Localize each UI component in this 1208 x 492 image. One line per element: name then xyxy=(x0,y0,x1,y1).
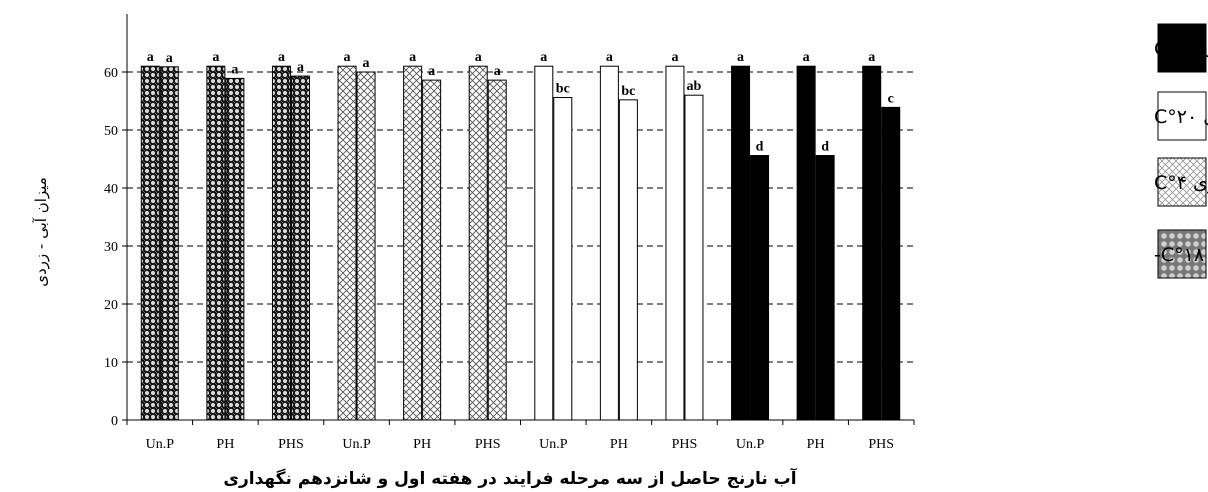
bar-7-1 xyxy=(618,99,638,421)
x-tick-label-0: Un.P xyxy=(146,437,175,452)
bar-4-0 xyxy=(403,65,423,421)
bar-11-0 xyxy=(862,65,882,421)
y-tick-label-10: 10 xyxy=(104,356,118,371)
legend-swatch-0 xyxy=(1157,229,1207,279)
axes: 0 10 20 30 40 50 60 Un.P PH PHS Un.P PH PHS Un.P PH PHS… xyxy=(104,14,915,452)
x-tick-label-10: PH xyxy=(807,437,825,452)
bar-label-7-1: bc xyxy=(621,84,635,99)
x-tick-label-7: PH xyxy=(610,437,628,452)
legend-label-2: دمای نگهداری ۲۰°C xyxy=(1154,105,1208,128)
bar-label-11-0: a xyxy=(868,50,875,65)
legend-swatch-1 xyxy=(1157,157,1207,207)
legend-label-3: دمای نگهداری ۳۵°C xyxy=(1154,37,1208,60)
bar-label-5-0: a xyxy=(475,50,482,65)
x-tick-label-9: Un.P xyxy=(736,437,765,452)
x-tick-label-6: Un.P xyxy=(539,437,568,452)
bar-label-1-0: a xyxy=(212,50,219,65)
bar-label-7-0: a xyxy=(606,50,613,65)
bar-label-10-1: d xyxy=(821,140,829,155)
x-tick-label-5: PHS xyxy=(475,437,501,452)
x-tick-label-2: PHS xyxy=(278,437,304,452)
bar-4-1 xyxy=(422,79,442,421)
bar-label-0-0: a xyxy=(147,50,154,65)
y-tick-label-60: 60 xyxy=(104,66,118,81)
bar-label-11-1: c xyxy=(888,91,894,106)
x-tick-label-11: PHS xyxy=(868,437,894,452)
legend-label-1: دمای نگهداری ۴°C xyxy=(1154,171,1208,194)
legend-label-0: دمای نگهداری ۱۸°C- xyxy=(1154,243,1208,266)
bar-6-0 xyxy=(534,65,554,421)
bar-label-3-0: a xyxy=(344,50,351,65)
bar-3-1 xyxy=(356,71,376,421)
legend-swatch-3 xyxy=(1157,23,1207,73)
bar-label-2-0: a xyxy=(278,50,285,65)
x-tick-label-3: Un.P xyxy=(342,437,371,452)
bar-0-0 xyxy=(140,65,160,421)
y-tick-label-40: 40 xyxy=(104,182,118,197)
grid-lines xyxy=(127,71,914,363)
bar-label-8-0: a xyxy=(671,50,678,65)
bar-8-0 xyxy=(665,65,685,421)
bar-11-1 xyxy=(881,106,901,421)
x-tick-label-8: PHS xyxy=(672,437,698,452)
bar-label-3-1: a xyxy=(363,56,370,71)
bar-5-1 xyxy=(487,79,507,421)
y-tick-label-0: 0 xyxy=(111,414,118,429)
bar-label-1-1: a xyxy=(231,62,238,77)
x-tick-label-1: PH xyxy=(216,437,234,452)
bar-10-0 xyxy=(796,65,816,421)
bar-9-1 xyxy=(750,155,770,421)
bar-label-4-1: a xyxy=(428,64,435,79)
x-axis-title: آب نارنج حاصل از سه مرحله فرایند در هفته… xyxy=(223,467,797,489)
bar-label-9-1: d xyxy=(756,140,764,155)
bar-1-1 xyxy=(225,77,245,421)
x-tick-label-4: PH xyxy=(413,437,431,452)
bar-2-1 xyxy=(290,75,310,421)
bar-label-8-1: ab xyxy=(687,79,702,94)
bar-label-0-1: a xyxy=(166,51,173,66)
bar-label-10-0: a xyxy=(803,50,810,65)
bar-8-1 xyxy=(684,94,704,421)
y-tick-label-20: 20 xyxy=(104,298,118,313)
bar-5-0 xyxy=(468,65,488,421)
bar-2-0 xyxy=(271,65,291,421)
bar-0-1 xyxy=(159,66,179,421)
bar-label-5-1: a xyxy=(494,64,501,79)
bar-9-0 xyxy=(731,65,751,421)
bar-1-0 xyxy=(206,65,226,421)
bar-label-4-0: a xyxy=(409,50,416,65)
bar-10-1 xyxy=(815,155,835,421)
y-tick-label-30: 30 xyxy=(104,240,118,255)
bar-3-0 xyxy=(337,65,357,421)
bar-label-6-0: a xyxy=(540,50,547,65)
legend: دمای نگهداری ۳۵°C دمای نگهداری ۲۰°C دمای ن… xyxy=(1154,23,1208,279)
bar-6-1 xyxy=(553,97,573,421)
bar-label-2-1: a xyxy=(297,60,304,75)
legend-swatch-2 xyxy=(1157,91,1207,141)
bar-label-9-0: a xyxy=(737,50,744,65)
bar-7-0 xyxy=(599,65,619,421)
y-tick-label-50: 50 xyxy=(104,124,118,139)
bar-label-6-1: bc xyxy=(556,82,570,97)
y-axis-title: میزان آبی - زردی xyxy=(32,177,50,287)
